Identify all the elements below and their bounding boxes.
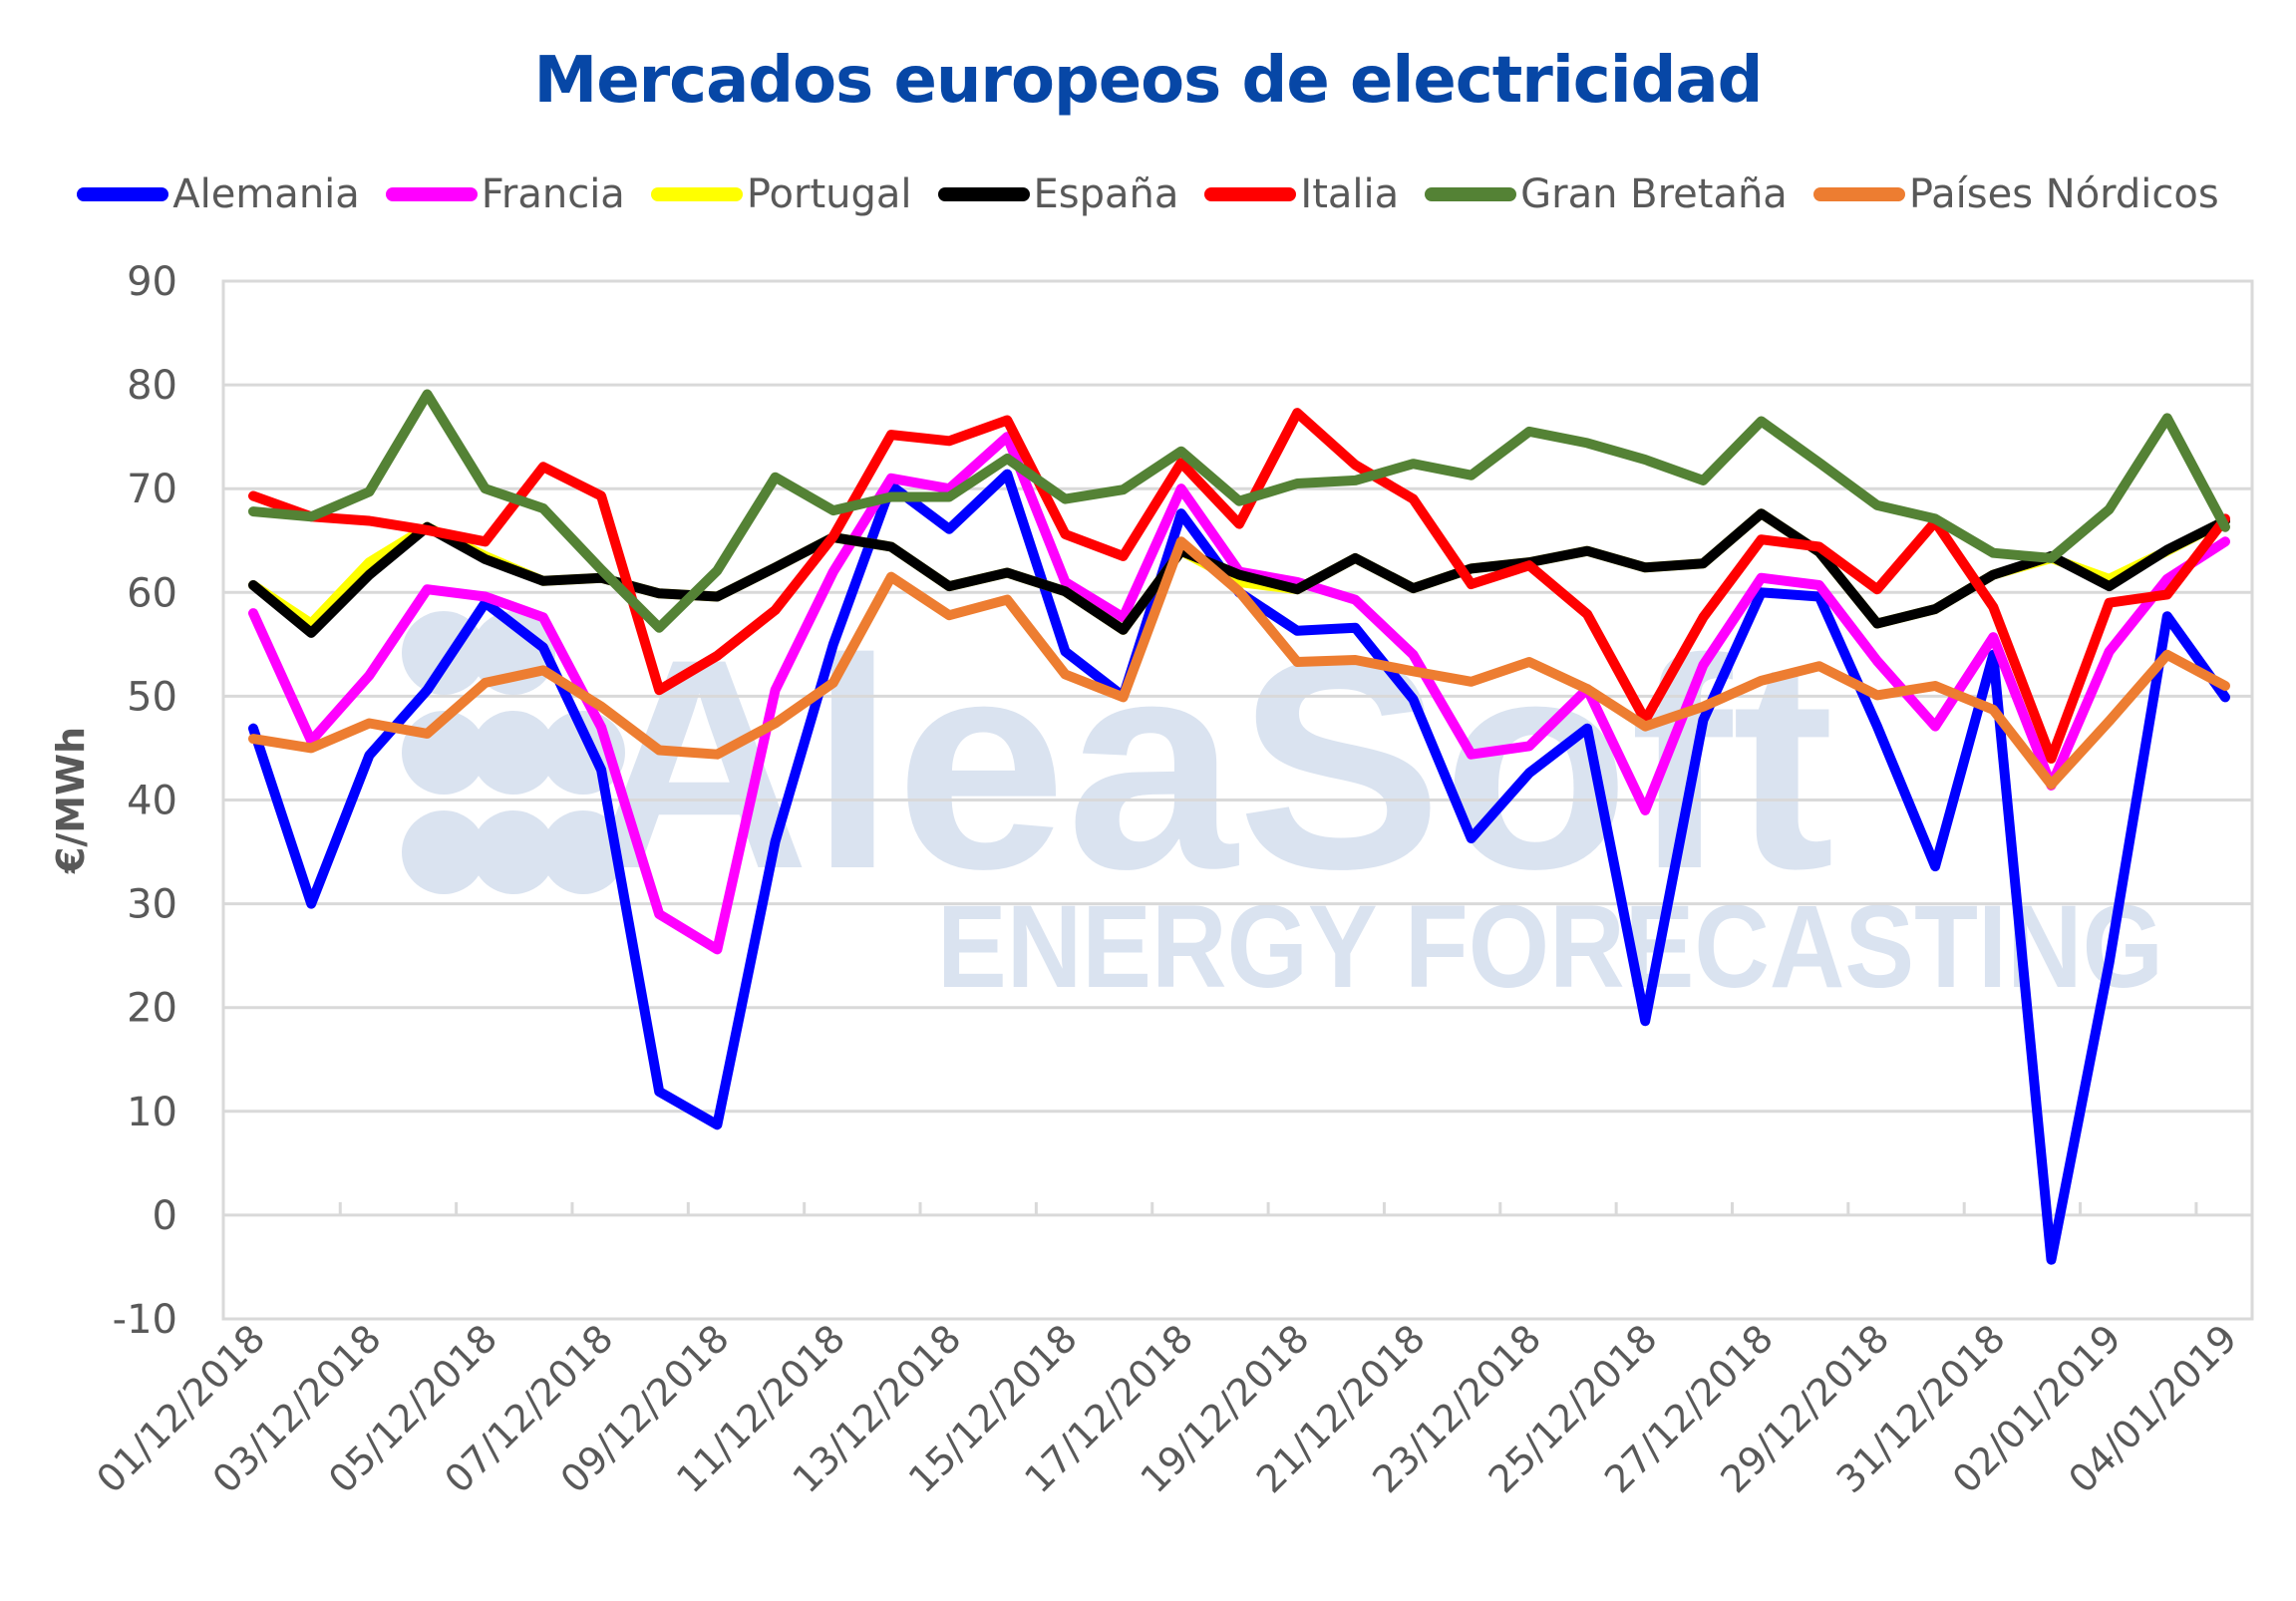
legend-item: Gran Bretaña	[1425, 171, 1788, 217]
series-line-espana	[248, 508, 2230, 638]
gridlines	[223, 279, 2252, 1321]
y-tick-label: -10	[113, 1297, 177, 1343]
legend-label: Italia	[1300, 171, 1400, 217]
y-tick-label: 60	[127, 570, 177, 616]
y-tick-label: 30	[127, 882, 177, 928]
x-axis-ticks	[338, 1201, 2198, 1215]
y-tick-label: 10	[127, 1090, 177, 1135]
y-tick-label: 0	[153, 1193, 177, 1239]
watermark-tagline: ENERGY FORECASTING	[937, 881, 2163, 1013]
chart-title: Mercados europeos de electricidad	[533, 44, 1764, 118]
series-line-gran-bretana	[248, 389, 2230, 633]
legend-item: Francia	[385, 171, 625, 217]
x-axis: 01/12/201803/12/201805/12/201807/12/2018…	[88, 1316, 2245, 1501]
legend-swatch	[650, 187, 743, 201]
legend-label: España	[1033, 171, 1179, 217]
legend-swatch	[1425, 187, 1517, 201]
legend-item: Portugal	[650, 171, 912, 217]
legend-label: Gran Bretaña	[1520, 171, 1788, 217]
watermark-dot	[472, 810, 555, 894]
legend-label: Países Nórdicos	[1908, 171, 2219, 217]
legend-item: España	[937, 171, 1179, 217]
legend-label: Francia	[481, 171, 625, 217]
y-tick-label: 90	[127, 259, 177, 305]
y-tick-label: 40	[127, 779, 177, 824]
plot-border	[221, 279, 2254, 1321]
watermark-dot	[541, 810, 625, 894]
plot-frame	[221, 279, 2254, 1321]
y-axis: -10 0 10 20 30 40 50 60 70 80 90	[113, 259, 177, 1343]
legend-swatch	[385, 187, 478, 201]
y-tick-label: 50	[127, 674, 177, 720]
series-line-paises-nordicos	[248, 536, 2230, 790]
legend-swatch	[77, 187, 169, 201]
legend-swatch	[1204, 187, 1297, 201]
legend-item: Alemania	[77, 171, 360, 217]
legend-label: Portugal	[746, 171, 912, 217]
legend: Alemania Francia Portugal España Italia Gran …	[0, 171, 2296, 217]
watermark-dot	[472, 711, 555, 795]
legend-item: Italia	[1204, 171, 1399, 217]
y-tick-label: 80	[127, 363, 177, 409]
series-lines	[248, 389, 2230, 1265]
y-tick-label: 70	[127, 467, 177, 512]
legend-item: Países Nórdicos	[1812, 171, 2219, 217]
y-tick-label: 20	[127, 986, 177, 1032]
y-axis-label: €/MWh	[49, 727, 93, 874]
series-line-italia	[248, 408, 2230, 764]
legend-swatch	[937, 187, 1030, 201]
watermark-dot	[402, 810, 486, 894]
legend-swatch	[1812, 187, 1905, 201]
legend-label: Alemania	[172, 171, 360, 217]
